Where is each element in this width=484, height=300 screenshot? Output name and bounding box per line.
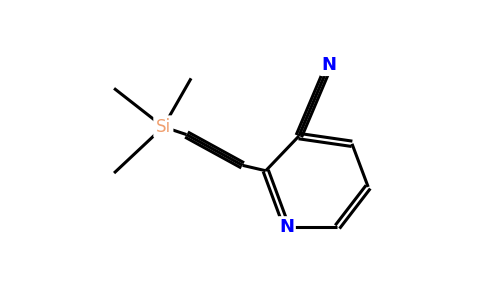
Text: N: N xyxy=(321,56,336,74)
Text: Si: Si xyxy=(156,118,171,136)
Text: N: N xyxy=(279,218,294,236)
